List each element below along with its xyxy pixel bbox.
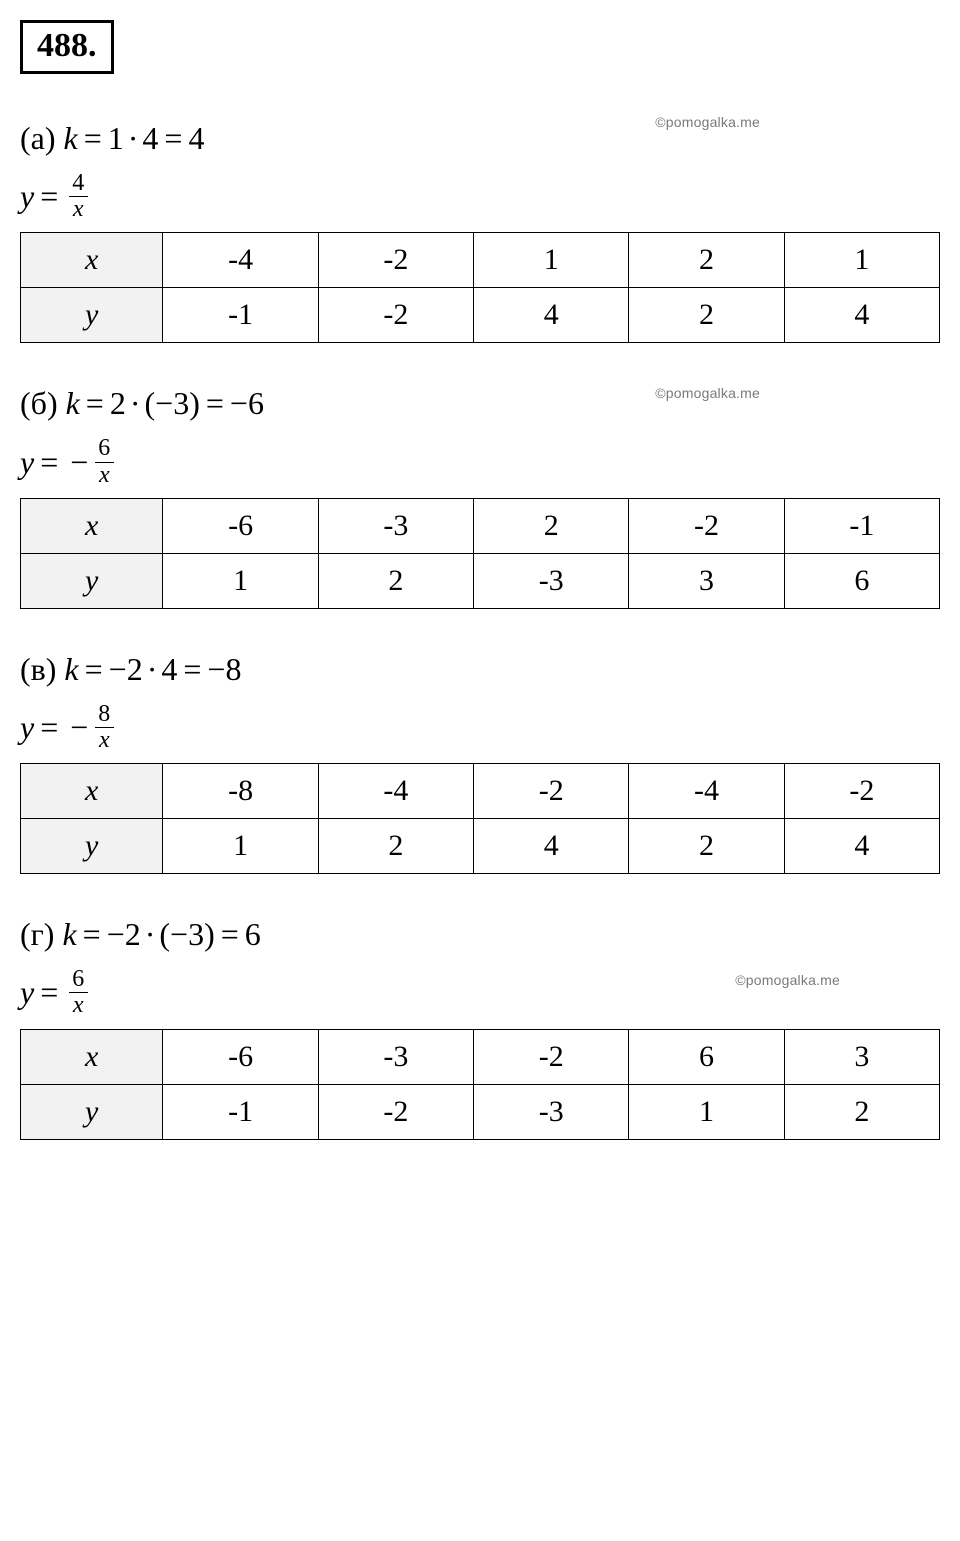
row-header-x: x (21, 1029, 163, 1084)
xy-table: x-6-3-263y-1-2-312 (20, 1029, 940, 1140)
y-cell: 3 (629, 553, 784, 608)
y-cell: 2 (318, 553, 473, 608)
y-equation: y=4x (20, 171, 940, 222)
x-cell: -2 (474, 1029, 629, 1084)
y-cell: 2 (784, 1084, 939, 1139)
x-cell: -2 (784, 764, 939, 819)
y-cell: 1 (163, 819, 318, 874)
table-row: y12424 (21, 819, 940, 874)
x-cell: -4 (318, 764, 473, 819)
watermark: ©pomogalka.me (655, 114, 760, 130)
y-cell: 4 (784, 819, 939, 874)
y-cell: 2 (318, 819, 473, 874)
x-cell: 1 (784, 233, 939, 288)
x-cell: -1 (784, 498, 939, 553)
table-row: y-1-2-312 (21, 1084, 940, 1139)
x-cell: -6 (163, 1029, 318, 1084)
row-header-y: y (21, 1084, 163, 1139)
table-row: x-6-32-2-1 (21, 498, 940, 553)
xy-table: x-8-4-2-4-2y12424 (20, 763, 940, 874)
section-v: (в) k=−2·4=−8y=−8xx-8-4-2-4-2y12424 (20, 651, 940, 874)
y-cell: 4 (474, 819, 629, 874)
row-header-y: y (21, 819, 163, 874)
y-cell: -3 (474, 1084, 629, 1139)
x-cell: -6 (163, 498, 318, 553)
y-cell: -2 (318, 1084, 473, 1139)
y-equation: y=−8x (20, 702, 940, 753)
x-cell: -3 (318, 1029, 473, 1084)
y-cell: -3 (474, 553, 629, 608)
watermark: ©pomogalka.me (735, 972, 840, 988)
k-equation: (в) k=−2·4=−8 (20, 651, 940, 688)
y-cell: 4 (474, 288, 629, 343)
xy-table: x-6-32-2-1y12-336 (20, 498, 940, 609)
x-cell: -4 (629, 764, 784, 819)
y-cell: -1 (163, 288, 318, 343)
row-header-x: x (21, 764, 163, 819)
y-cell: 6 (784, 553, 939, 608)
x-cell: 6 (629, 1029, 784, 1084)
x-cell: 2 (629, 233, 784, 288)
problem-number: 488. (20, 20, 114, 74)
row-header-x: x (21, 233, 163, 288)
table-row: y12-336 (21, 553, 940, 608)
k-equation: (а) k=1·4=4 (20, 120, 940, 157)
x-cell: 2 (474, 498, 629, 553)
x-cell: -8 (163, 764, 318, 819)
y-cell: 2 (629, 819, 784, 874)
x-cell: -2 (474, 764, 629, 819)
xy-table: x-4-2121y-1-2424 (20, 232, 940, 343)
x-cell: -2 (629, 498, 784, 553)
y-cell: 1 (163, 553, 318, 608)
x-cell: 3 (784, 1029, 939, 1084)
row-header-y: y (21, 288, 163, 343)
row-header-x: x (21, 498, 163, 553)
section-g: ©pomogalka.me(г) k=−2·(−3)=6y=6xx-6-3-26… (20, 916, 940, 1139)
y-cell: 2 (629, 288, 784, 343)
section-a: ©pomogalka.me(а) k=1·4=4y=4xx-4-2121y-1-… (20, 120, 940, 343)
section-b: ©pomogalka.me(б) k=2·(−3)=−6y=−6xx-6-32-… (20, 385, 940, 608)
x-cell: -4 (163, 233, 318, 288)
k-equation: (б) k=2·(−3)=−6 (20, 385, 940, 422)
y-cell: -2 (318, 288, 473, 343)
table-row: x-6-3-263 (21, 1029, 940, 1084)
y-cell: 4 (784, 288, 939, 343)
y-cell: -1 (163, 1084, 318, 1139)
x-cell: -2 (318, 233, 473, 288)
row-header-y: y (21, 553, 163, 608)
x-cell: -3 (318, 498, 473, 553)
table-row: x-8-4-2-4-2 (21, 764, 940, 819)
watermark: ©pomogalka.me (655, 385, 760, 401)
table-row: y-1-2424 (21, 288, 940, 343)
y-equation: y=−6x (20, 436, 940, 487)
k-equation: (г) k=−2·(−3)=6 (20, 916, 940, 953)
table-row: x-4-2121 (21, 233, 940, 288)
x-cell: 1 (474, 233, 629, 288)
y-cell: 1 (629, 1084, 784, 1139)
